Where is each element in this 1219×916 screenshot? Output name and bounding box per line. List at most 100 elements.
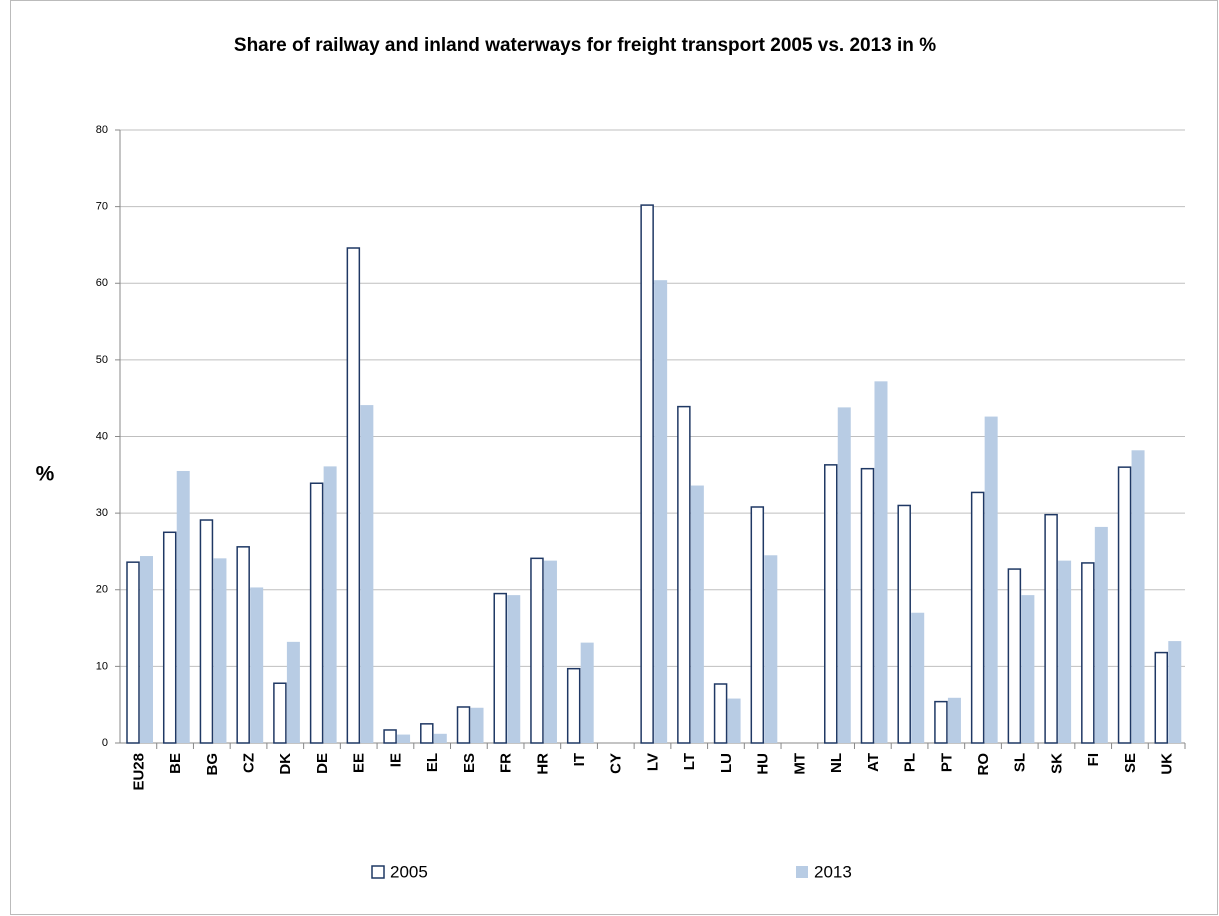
bar <box>1044 513 1058 744</box>
bar <box>507 595 521 743</box>
x-tick-label: CZ <box>241 753 258 773</box>
x-tick-label: RO <box>975 753 992 776</box>
bar <box>530 557 544 744</box>
bar <box>286 641 300 743</box>
bar <box>984 416 998 743</box>
bar <box>199 519 214 744</box>
bar <box>493 592 507 744</box>
x-tick-label: PL <box>902 753 919 772</box>
bar <box>764 555 778 743</box>
bar <box>470 707 484 743</box>
bar <box>727 698 741 743</box>
bar <box>970 491 985 744</box>
x-tick-label: SE <box>1122 753 1139 773</box>
x-tick-label: FI <box>1085 753 1102 766</box>
y-axis-label: % <box>36 463 55 486</box>
bar <box>640 204 654 744</box>
bar <box>911 612 925 743</box>
x-tick-label: FR <box>498 753 515 773</box>
chart-border <box>10 0 1218 915</box>
bar <box>383 729 397 744</box>
x-tick-label: EE <box>351 753 368 773</box>
bar <box>1007 568 1022 744</box>
bar <box>713 683 728 744</box>
bar <box>323 466 337 743</box>
x-tick-label: EU28 <box>130 753 147 791</box>
y-tick-label: 20 <box>96 584 108 596</box>
y-tick-label: 70 <box>96 201 108 213</box>
bar <box>360 405 374 743</box>
x-tick-label: IT <box>571 753 588 766</box>
bar <box>934 700 948 744</box>
bar <box>176 470 190 743</box>
bar <box>273 682 287 744</box>
bar <box>543 560 557 743</box>
x-tick-label: EL <box>424 753 441 772</box>
legend-label: 2005 <box>390 862 428 881</box>
x-tick-label: SL <box>1012 753 1029 772</box>
x-tick-label: BE <box>167 753 184 774</box>
bar <box>690 485 704 743</box>
x-tick-label: HU <box>755 753 772 775</box>
bar <box>162 531 177 744</box>
x-tick-label: CY <box>608 753 625 774</box>
bar <box>1131 450 1145 743</box>
bar <box>750 506 765 744</box>
x-tick-label: UK <box>1159 753 1176 775</box>
bar <box>837 407 851 743</box>
x-tick-label: LU <box>718 753 735 773</box>
bar <box>309 482 324 744</box>
x-tick-label: DK <box>277 753 294 775</box>
bar <box>140 556 153 743</box>
x-tick-label: LT <box>681 753 698 770</box>
y-tick-label: 10 <box>96 660 108 672</box>
bar <box>566 667 581 744</box>
x-tick-label: BG <box>204 753 221 776</box>
bar <box>1117 466 1132 744</box>
bar <box>1168 641 1182 743</box>
chart-title: Share of railway and inland waterways fo… <box>234 35 936 56</box>
bar <box>580 642 594 743</box>
bar <box>250 587 264 743</box>
x-tick-label: MT <box>791 753 808 775</box>
y-tick-label: 30 <box>96 507 108 519</box>
x-tick-label: ES <box>461 753 478 773</box>
x-tick-label: IE <box>387 753 404 767</box>
y-tick-label: 0 <box>102 737 108 749</box>
bar <box>897 504 911 744</box>
legend-label: 2013 <box>814 862 852 881</box>
bar <box>677 405 691 744</box>
x-tick-label: SK <box>1048 753 1065 774</box>
x-tick-label: HR <box>534 753 551 775</box>
bar <box>397 734 411 743</box>
bar <box>433 733 447 743</box>
y-tick-label: 50 <box>96 354 108 366</box>
bar <box>126 561 140 744</box>
bar <box>1058 560 1072 743</box>
bar <box>1021 595 1035 743</box>
legend-swatch <box>796 866 808 878</box>
bar <box>654 280 668 743</box>
bar <box>1154 651 1169 744</box>
bar <box>456 706 471 744</box>
x-tick-label: NL <box>828 753 845 773</box>
x-tick-label: LV <box>644 753 661 771</box>
bar <box>213 558 227 743</box>
bar <box>1081 562 1095 744</box>
y-tick-label: 80 <box>96 124 108 136</box>
x-tick-label: AT <box>865 753 882 772</box>
legend-swatch <box>371 865 385 879</box>
bar <box>860 467 875 744</box>
x-tick-label: DE <box>314 753 331 774</box>
bar <box>824 464 838 744</box>
bar <box>420 723 434 744</box>
bar <box>1094 526 1108 743</box>
y-tick-label: 60 <box>96 277 108 289</box>
bar <box>236 546 250 744</box>
bar <box>346 247 361 744</box>
x-tick-label: PT <box>938 753 955 772</box>
y-tick-label: 40 <box>96 430 108 442</box>
bar <box>947 697 961 743</box>
bar <box>874 381 888 743</box>
